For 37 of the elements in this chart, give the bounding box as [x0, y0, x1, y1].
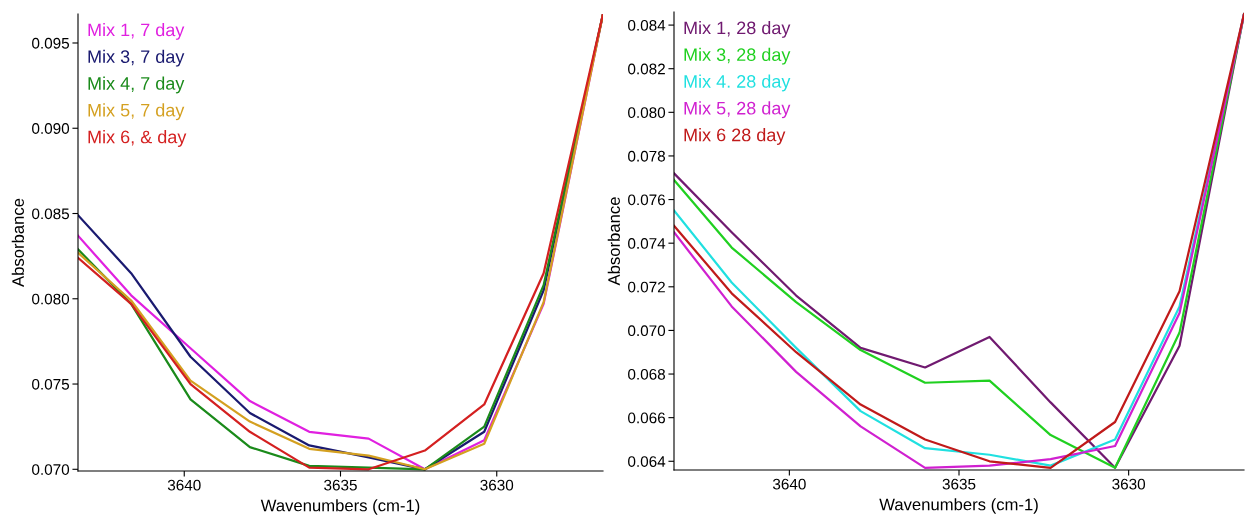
x-tick-label: 3640 — [167, 479, 201, 491]
text: Mix 4. 28 day — [684, 74, 791, 92]
y-tick-label: 0.068 — [628, 368, 666, 380]
text: Mix 6, & day — [88, 130, 187, 147]
x-tick-label: 3630 — [480, 479, 514, 491]
y-tick-label: 0.076 — [628, 194, 665, 206]
text: Mix 1, 28 day — [684, 21, 791, 38]
x-tick-label: 3635 — [942, 478, 976, 490]
text: Mix 1, 7 day — [88, 23, 185, 40]
text: Mix 3, 7 day — [88, 49, 185, 67]
text: Mix 5, 7 day — [88, 103, 185, 121]
y-tick-label: 0.070 — [32, 464, 70, 475]
y-tick-label: 0.095 — [32, 37, 70, 49]
y-tick-label: 0.066 — [628, 412, 665, 424]
y-tick-label: 0.070 — [628, 325, 666, 337]
y-tick-label: 0.084 — [628, 19, 666, 31]
y-tick-label: 0.064 — [628, 456, 666, 467]
y-tick-label: 0.080 — [628, 107, 666, 119]
x-tick-label: 3640 — [772, 478, 806, 490]
x-tick-label: 3630 — [1112, 478, 1146, 490]
y-tick-label: 0.072 — [628, 281, 665, 293]
y-tick-label: 0.074 — [628, 238, 666, 249]
y-tick-label: 0.082 — [628, 63, 665, 75]
y-tick-label: 0.090 — [32, 123, 70, 134]
y-tick-label: 0.080 — [32, 293, 70, 305]
y-tick-label: 0.085 — [32, 208, 70, 220]
x-axis-title: Wavenumbers (cm-1) — [260, 499, 420, 515]
y-tick-label: 0.078 — [628, 150, 666, 162]
x-axis-title: Wavenumbers (cm-1) — [879, 498, 1038, 514]
x-tick-label: 3635 — [324, 479, 357, 491]
text: Mix 4, 7 day — [88, 76, 185, 94]
y-axis-title: Absorbance — [11, 198, 24, 287]
text: Mix 5, 28 day — [684, 101, 791, 119]
y-tick-label: 0.075 — [32, 378, 70, 390]
text: Mix 6 28 day — [684, 128, 786, 145]
y-axis-title: Absorbance — [607, 197, 620, 286]
text: Mix 3, 28 day — [684, 47, 791, 65]
